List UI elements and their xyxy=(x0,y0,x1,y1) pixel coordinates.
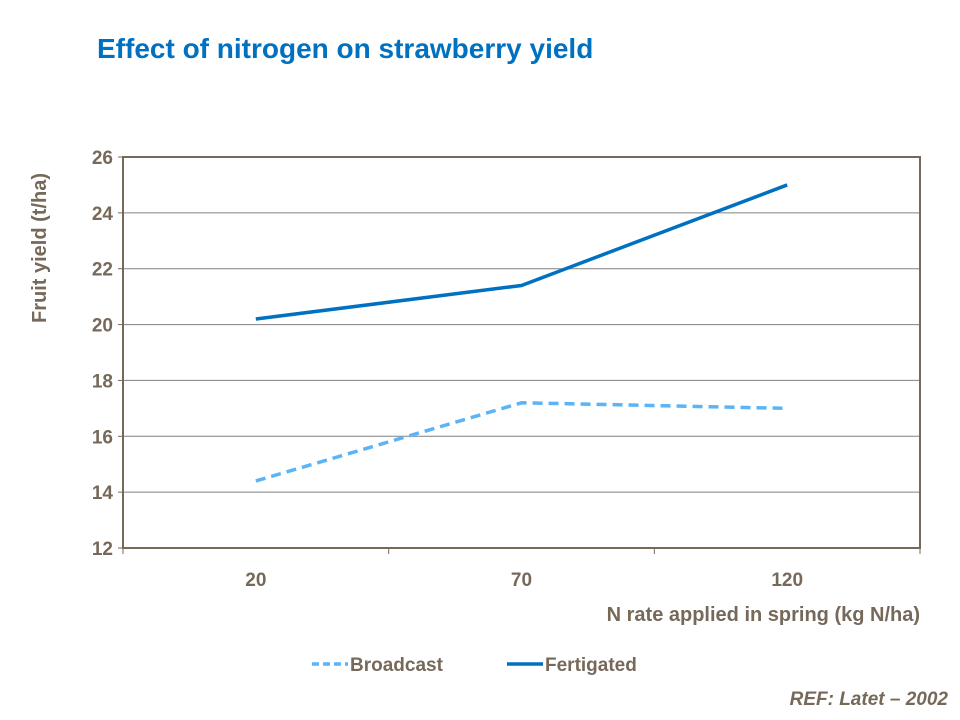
y-tick-label: 22 xyxy=(92,260,113,281)
y-tick-label: 14 xyxy=(92,483,114,504)
y-tick-label: 12 xyxy=(92,539,113,560)
legend-label: Broadcast xyxy=(350,655,444,676)
y-axis-label: Fruit yield (t/ha) xyxy=(29,173,51,323)
series-line-fertigated xyxy=(255,183,788,321)
y-tick-label: 16 xyxy=(92,427,113,448)
plot-area xyxy=(122,156,921,549)
x-tick-label: 20 xyxy=(245,570,266,591)
y-tick-label: 26 xyxy=(92,148,113,169)
x-tick-label: 120 xyxy=(771,570,803,591)
y-tick-label: 24 xyxy=(92,204,114,225)
legend-label: Fertigated xyxy=(545,655,637,676)
x-tick-label: 70 xyxy=(511,570,532,591)
y-tick-label: 18 xyxy=(92,371,113,392)
x-axis-label: N rate applied in spring (kg N/ha) xyxy=(607,604,920,626)
chart-title: Effect of nitrogen on strawberry yield xyxy=(97,33,594,64)
y-tick-label: 20 xyxy=(92,316,113,337)
series-line-broadcast xyxy=(255,401,788,483)
reference-note: REF: Latet – 2002 xyxy=(789,689,948,710)
